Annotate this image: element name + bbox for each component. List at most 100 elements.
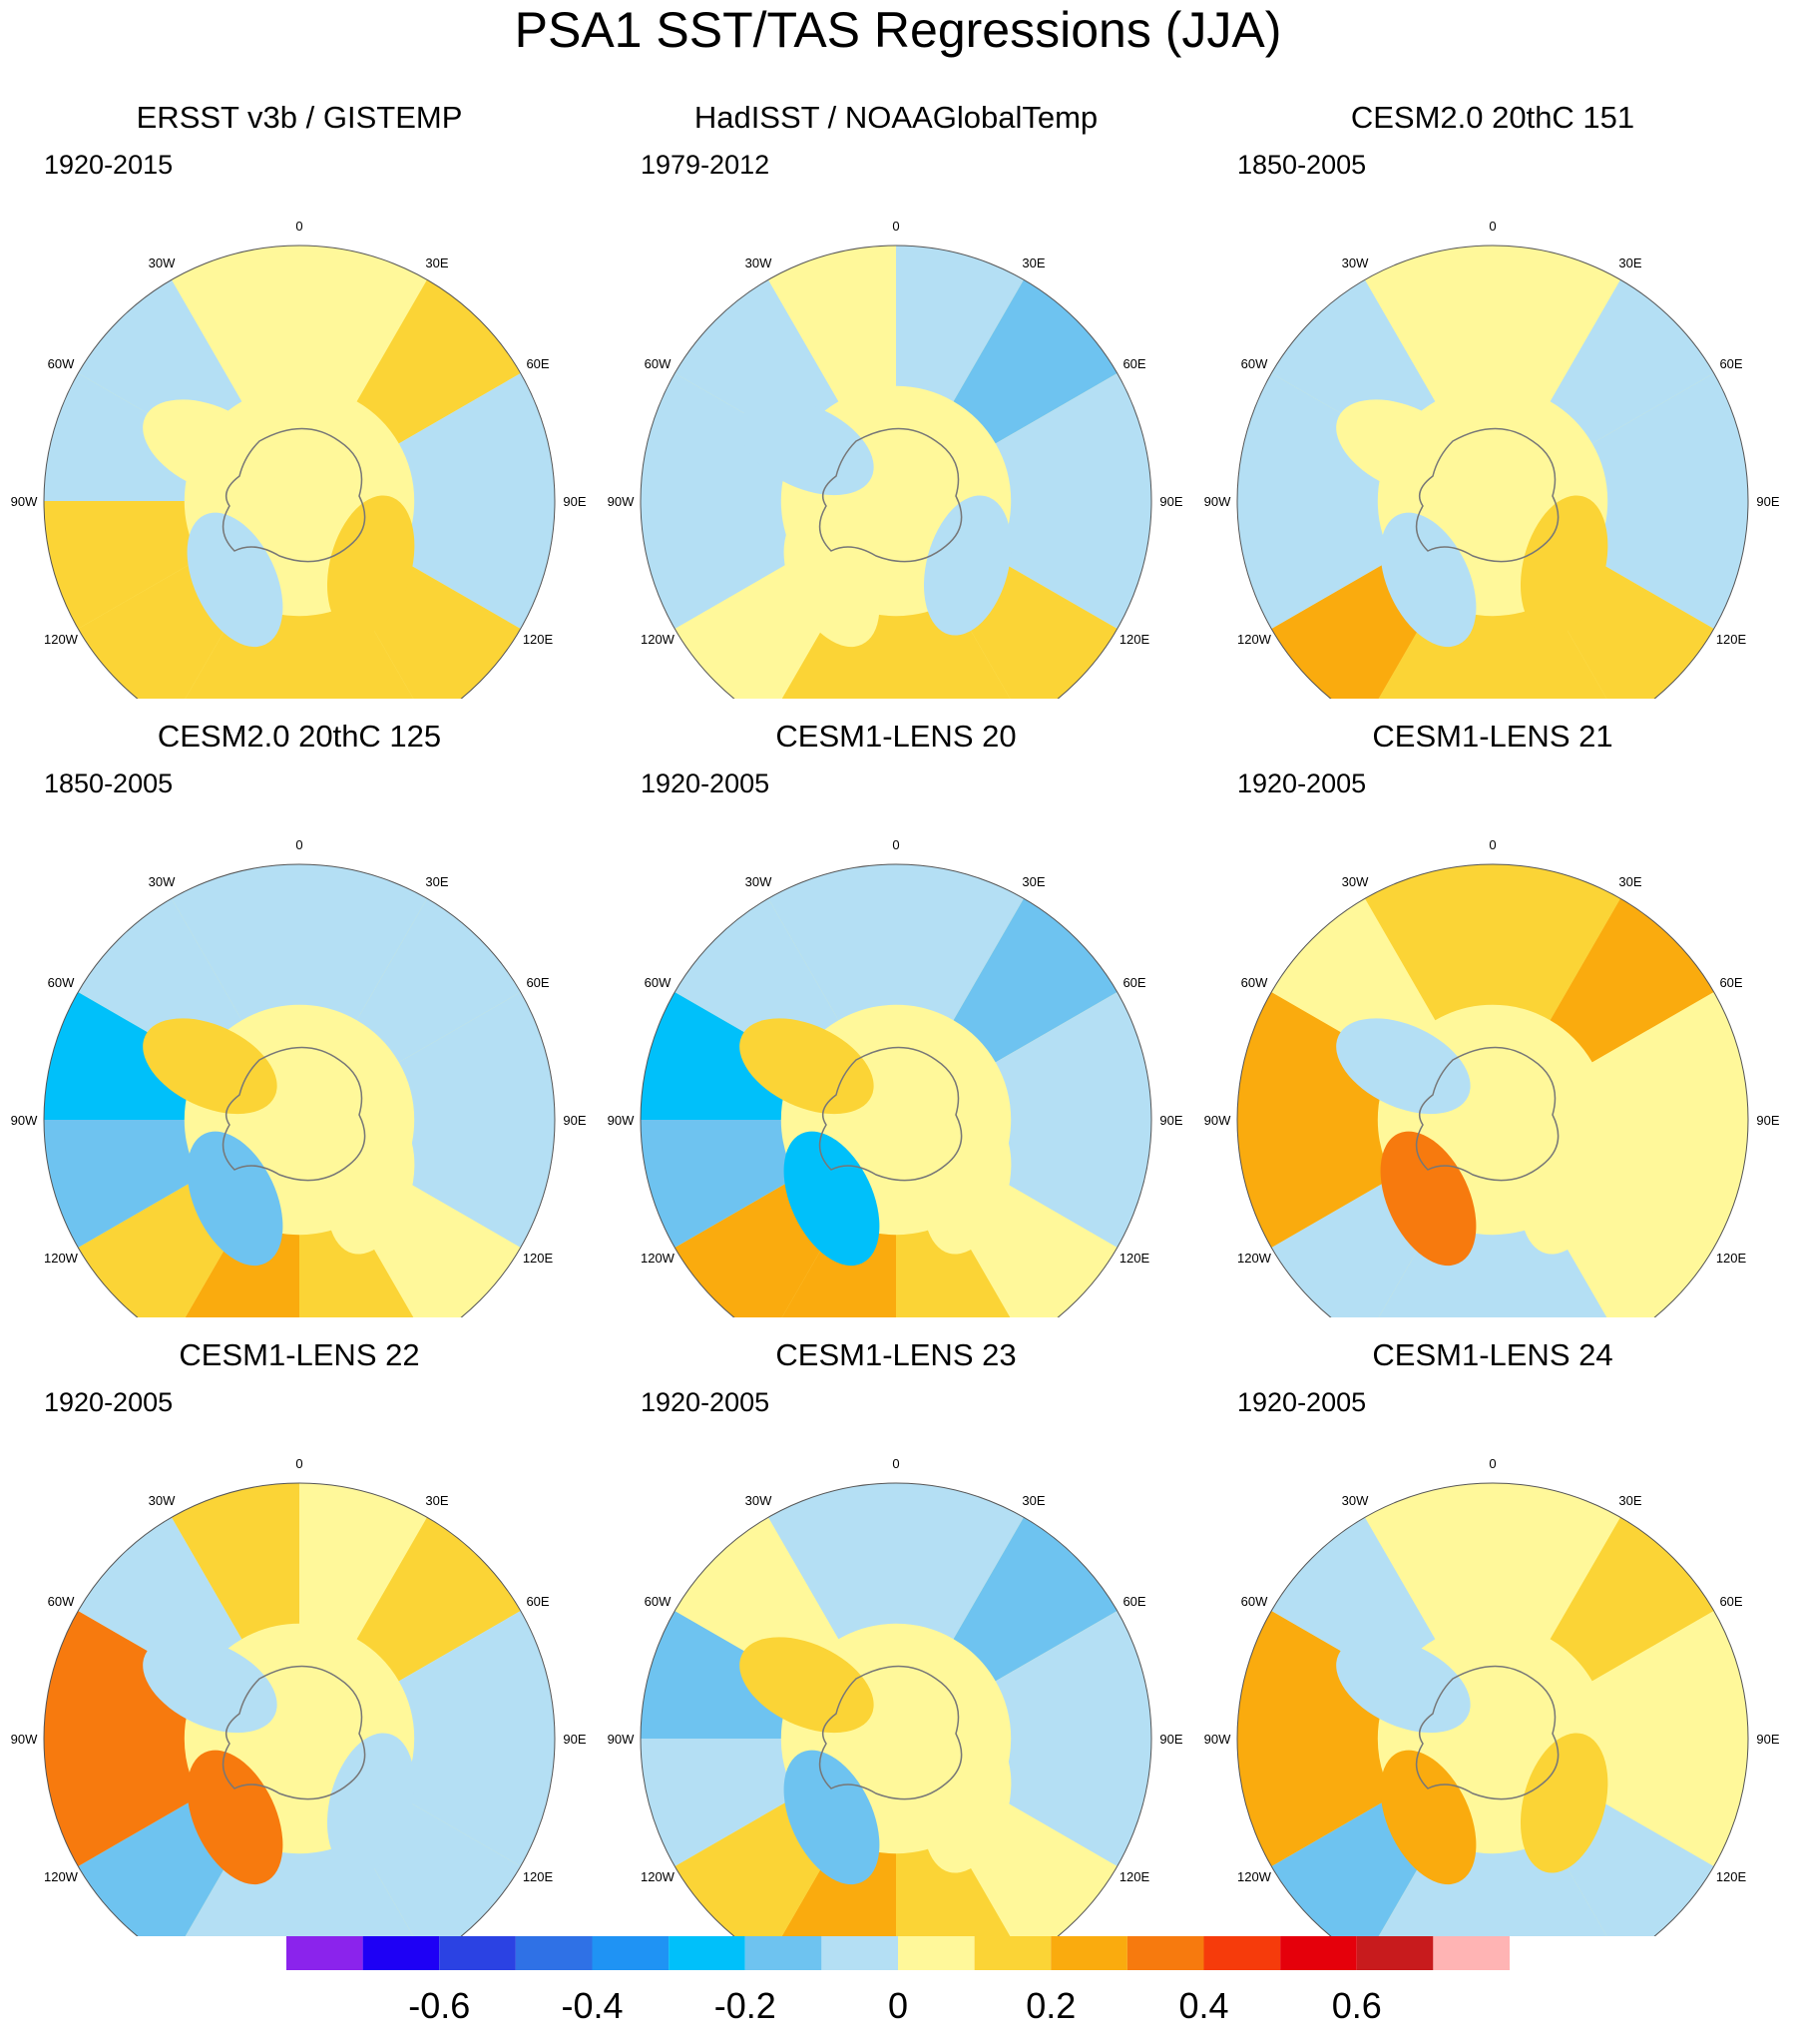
colorbar-tick-label: -0.2 <box>714 1985 776 2026</box>
anomaly-sector <box>398 1120 555 1253</box>
sst-field <box>44 1483 555 1936</box>
longitude-label: 90E <box>1756 1113 1779 1128</box>
map-panel: 030E60E90E120E150E180150W120W90W60W30WCE… <box>1193 80 1792 699</box>
anomaly-sector <box>995 1606 1151 1739</box>
anomaly-sector <box>1591 1606 1748 1739</box>
anomaly-sector <box>1237 368 1394 501</box>
map-panel: 030E60E90E120E150E180150W120W90W60W30WCE… <box>597 699 1195 1317</box>
longitude-label: 60W <box>48 975 75 990</box>
anomaly-blob <box>923 495 1012 636</box>
longitude-label: 0 <box>1489 837 1496 852</box>
longitude-label: 90E <box>1159 494 1182 509</box>
polar-map: 030E60E90E120E150E180150W120W90W60W30W <box>608 219 1183 699</box>
colorbar-swatch <box>1203 1936 1281 1970</box>
anomaly-sector <box>1360 864 1493 1021</box>
longitude-label: 60E <box>1122 356 1145 371</box>
anomaly-sector <box>641 1120 797 1253</box>
anomaly-sector <box>1591 1120 1748 1253</box>
longitude-label: 90E <box>563 1732 586 1747</box>
anomaly-sector <box>299 864 432 1021</box>
anomaly-sector <box>995 1739 1151 1871</box>
panel-period: 1979-2012 <box>641 150 770 180</box>
colorbar-swatch <box>439 1936 516 1970</box>
longitude-label: 0 <box>295 1456 302 1471</box>
antarctica-coastline <box>222 427 366 563</box>
anomaly-blob <box>1336 399 1471 496</box>
longitude-label: 120W <box>641 1251 675 1266</box>
longitude-label: 120E <box>1120 1251 1150 1266</box>
longitude-label: 60E <box>1122 1594 1145 1609</box>
polar-map: 030E60E90E120E150E180150W120W90W60W30W <box>1204 1456 1780 1936</box>
map-panel: 030E60E90E120E150E180150W120W90W60W30WCE… <box>0 1317 599 1936</box>
anomaly-blob <box>783 512 880 648</box>
anomaly-sector <box>167 246 299 402</box>
longitude-label: 120W <box>1237 1869 1272 1884</box>
anomaly-blob <box>143 399 277 496</box>
longitude-label: 30W <box>149 1493 176 1508</box>
panel-period: 1920-2005 <box>1237 768 1367 798</box>
map-panel: 030E60E90E120E150E180150W120W90W60W30WER… <box>0 80 599 699</box>
map-boundary <box>1236 863 1749 1317</box>
longitude-label: 30E <box>1618 256 1641 270</box>
longitude-label: 0 <box>892 219 899 234</box>
longitude-label: 30E <box>425 256 448 270</box>
longitude-label: 120E <box>1716 632 1747 647</box>
longitude-label: 120E <box>1716 1869 1747 1884</box>
anomaly-sector <box>1237 987 1394 1120</box>
map-boundary <box>640 863 1152 1317</box>
anomaly-sector <box>1493 864 1625 1021</box>
anomaly-blob <box>739 1018 874 1115</box>
colorbar: -0.6 -0.4 -0.2 0 0.2 0.4 0.6 <box>286 1936 1510 2026</box>
longitude-label: 30W <box>149 874 176 889</box>
longitude-label: 30W <box>745 874 772 889</box>
longitude-label: 120E <box>1716 1251 1747 1266</box>
anomaly-sector <box>896 246 1029 402</box>
polar-map: 030E60E90E120E150E180150W120W90W60W30W <box>608 1456 1183 1936</box>
colorbar-swatch <box>898 1936 975 1970</box>
anomaly-blob <box>326 1733 415 1873</box>
colorbar-swatch <box>1280 1936 1357 1970</box>
anomaly-blob <box>143 1637 277 1734</box>
longitude-label: 60E <box>526 356 549 371</box>
colorbar-tick-label: 0.6 <box>1332 1985 1382 2026</box>
longitude-label: 30W <box>745 256 772 270</box>
anomaly-sector <box>398 368 555 501</box>
anomaly-sector <box>299 600 432 699</box>
anomaly-sector <box>1591 368 1748 501</box>
polar-map: 030E60E90E120E150E180150W120W90W60W30W <box>11 837 587 1317</box>
longitude-label: 60W <box>1241 975 1268 990</box>
longitude-label: 120W <box>1237 632 1272 647</box>
panel-title: CESM2.0 20thC 151 <box>1350 100 1635 135</box>
antarctica-coastline <box>818 1046 963 1182</box>
longitude-label: 90W <box>11 1732 38 1747</box>
colorbar-swatch <box>286 1936 363 1970</box>
longitude-label: 120W <box>641 632 675 647</box>
panel-title: ERSST v3b / GISTEMP <box>136 100 463 135</box>
panel-period: 1850-2005 <box>1237 150 1367 180</box>
anomaly-sector <box>1360 246 1493 402</box>
polar-map: 030E60E90E120E150E180150W120W90W60W30W <box>11 219 587 699</box>
anomaly-sector <box>763 864 896 1021</box>
longitude-label: 90W <box>1204 1732 1231 1747</box>
anomaly-blob <box>1520 1733 1608 1873</box>
longitude-label: 0 <box>1489 1456 1496 1471</box>
longitude-label: 60W <box>48 356 75 371</box>
longitude-label: 30E <box>425 1493 448 1508</box>
longitude-label: 60W <box>645 356 672 371</box>
antarctica-coastline <box>1415 1665 1560 1800</box>
anomaly-sector <box>1237 1739 1394 1871</box>
anomaly-blob <box>1336 1637 1471 1734</box>
anomaly-sector <box>896 600 1029 699</box>
anomaly-sector <box>44 987 201 1120</box>
map-panel: 030E60E90E120E150E180150W120W90W60W30WCE… <box>597 1317 1195 1936</box>
anomaly-blob <box>783 1750 880 1885</box>
figure-title: PSA1 SST/TAS Regressions (JJA) <box>514 2 1282 58</box>
anomaly-sector <box>167 864 299 1021</box>
longitude-label: 60E <box>1719 1594 1742 1609</box>
colorbar-tick-label: 0.4 <box>1178 1985 1228 2026</box>
longitude-label: 30E <box>1618 874 1641 889</box>
longitude-label: 120W <box>44 1251 79 1266</box>
anomaly-blob <box>739 399 874 496</box>
longitude-label: 30W <box>745 1493 772 1508</box>
map-panel: 030E60E90E120E150E180150W120W90W60W30WCE… <box>1193 1317 1792 1936</box>
